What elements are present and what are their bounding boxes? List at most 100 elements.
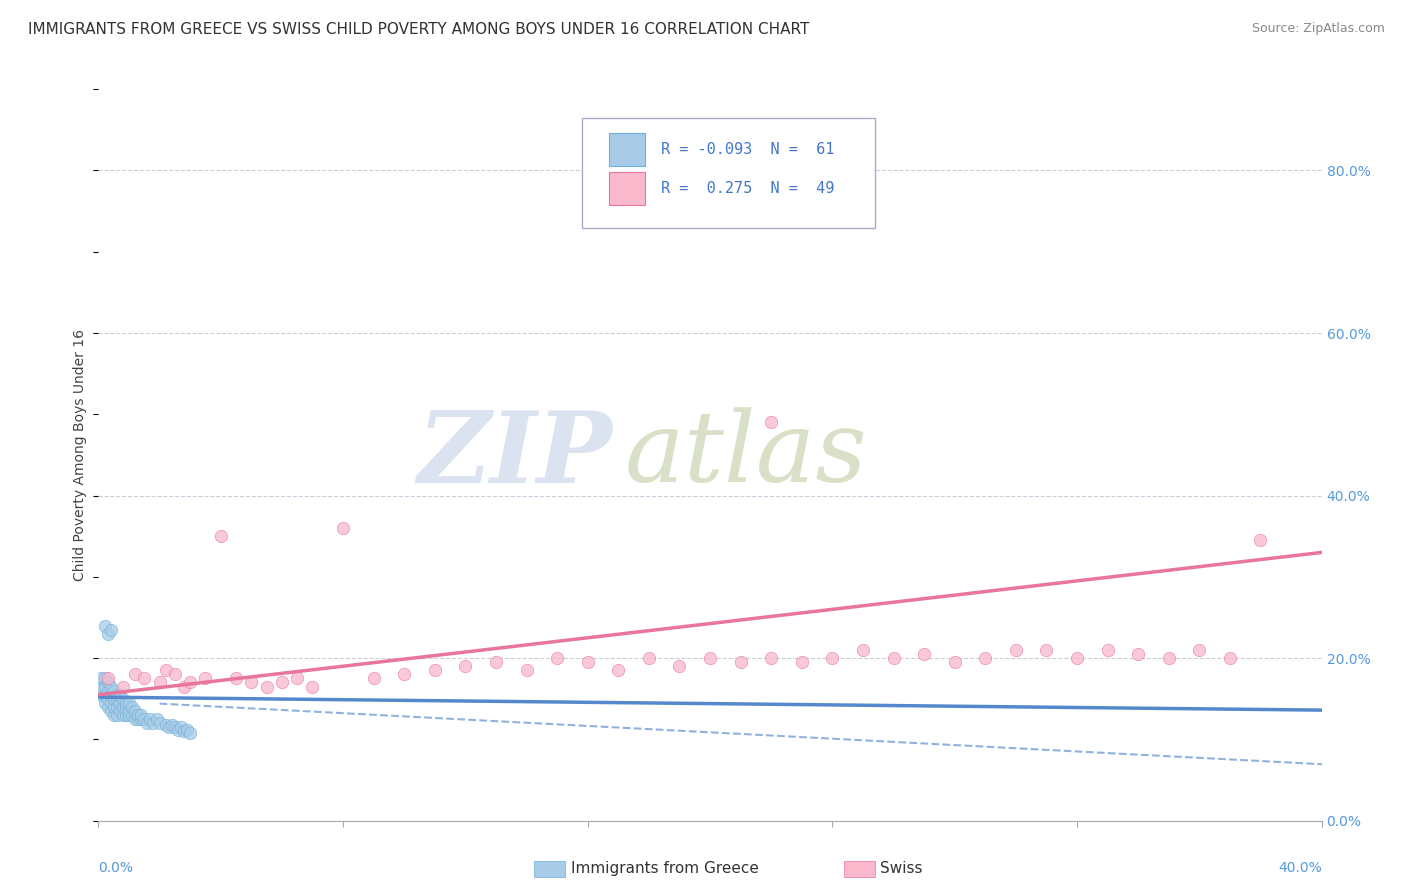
Point bbox=[209, 529, 232, 543]
Point bbox=[105, 688, 128, 702]
Point bbox=[607, 663, 630, 677]
Text: atlas: atlas bbox=[624, 408, 868, 502]
Point bbox=[730, 655, 752, 669]
Point bbox=[108, 704, 131, 718]
Point bbox=[97, 683, 120, 698]
Point bbox=[821, 651, 844, 665]
Point bbox=[127, 712, 149, 726]
Point bbox=[637, 651, 661, 665]
Point bbox=[97, 691, 120, 706]
Point bbox=[121, 699, 143, 714]
Point bbox=[225, 672, 247, 686]
Point bbox=[179, 726, 201, 740]
Point bbox=[115, 699, 138, 714]
Point bbox=[100, 688, 122, 702]
Point bbox=[155, 717, 177, 731]
Point bbox=[1066, 651, 1088, 665]
Point bbox=[97, 626, 120, 640]
Text: Source: ZipAtlas.com: Source: ZipAtlas.com bbox=[1251, 22, 1385, 36]
Text: Swiss: Swiss bbox=[880, 862, 922, 876]
Text: ZIP: ZIP bbox=[418, 407, 612, 503]
Point bbox=[97, 675, 120, 690]
Point bbox=[270, 675, 292, 690]
Point bbox=[145, 712, 167, 726]
Point bbox=[115, 708, 138, 723]
Point bbox=[124, 712, 146, 726]
Point bbox=[142, 716, 165, 731]
Point bbox=[129, 712, 152, 726]
Point bbox=[139, 712, 162, 726]
Point bbox=[668, 659, 690, 673]
Point bbox=[90, 680, 112, 694]
Point bbox=[108, 696, 131, 710]
Point bbox=[111, 680, 134, 694]
Point bbox=[100, 623, 122, 637]
Point bbox=[160, 717, 183, 731]
Point bbox=[170, 720, 193, 734]
Point bbox=[332, 521, 354, 535]
Bar bbox=[609, 172, 645, 205]
Point bbox=[576, 655, 599, 669]
Point bbox=[179, 675, 201, 690]
Text: R = -0.093  N =  61: R = -0.093 N = 61 bbox=[661, 142, 835, 157]
Point bbox=[111, 708, 134, 723]
Point bbox=[93, 672, 115, 686]
Point bbox=[103, 691, 125, 706]
Text: R =  0.275  N =  49: R = 0.275 N = 49 bbox=[661, 181, 835, 196]
Point bbox=[134, 672, 156, 686]
Point bbox=[1219, 651, 1241, 665]
Point bbox=[100, 680, 122, 694]
Point bbox=[157, 720, 180, 734]
Point bbox=[118, 708, 141, 723]
Point bbox=[759, 416, 782, 430]
Point bbox=[285, 672, 308, 686]
Point bbox=[301, 680, 323, 694]
Point bbox=[516, 663, 538, 677]
Point bbox=[363, 672, 385, 686]
Point bbox=[883, 651, 905, 665]
Point bbox=[790, 655, 813, 669]
Point bbox=[163, 720, 186, 734]
Point bbox=[97, 699, 120, 714]
Point bbox=[1249, 533, 1271, 548]
Point bbox=[1097, 643, 1119, 657]
Point bbox=[1157, 651, 1180, 665]
Point bbox=[100, 696, 122, 710]
Text: Immigrants from Greece: Immigrants from Greece bbox=[571, 862, 759, 876]
Point bbox=[105, 708, 128, 723]
Point bbox=[93, 618, 115, 632]
Point bbox=[912, 647, 935, 661]
Point bbox=[699, 651, 721, 665]
Point bbox=[111, 691, 134, 706]
Point bbox=[90, 672, 112, 686]
Point bbox=[173, 680, 195, 694]
Point bbox=[1035, 643, 1057, 657]
Point bbox=[759, 651, 782, 665]
Point bbox=[1188, 643, 1211, 657]
Point bbox=[546, 651, 568, 665]
Point bbox=[108, 688, 131, 702]
Point bbox=[103, 708, 125, 723]
Point bbox=[136, 716, 159, 731]
Point bbox=[93, 688, 115, 702]
Point bbox=[118, 704, 141, 718]
Point bbox=[115, 696, 138, 710]
Point bbox=[943, 655, 966, 669]
Point bbox=[103, 699, 125, 714]
Point bbox=[124, 704, 146, 718]
Y-axis label: Child Poverty Among Boys Under 16: Child Poverty Among Boys Under 16 bbox=[73, 329, 87, 581]
Point bbox=[105, 699, 128, 714]
Point bbox=[167, 723, 190, 737]
Point bbox=[100, 704, 122, 718]
Point bbox=[121, 708, 143, 723]
Point bbox=[240, 675, 263, 690]
Text: 0.0%: 0.0% bbox=[98, 861, 134, 875]
Point bbox=[176, 723, 198, 737]
Point bbox=[124, 667, 146, 681]
Point bbox=[111, 699, 134, 714]
FancyBboxPatch shape bbox=[582, 119, 875, 228]
Point bbox=[163, 667, 186, 681]
Point bbox=[194, 672, 217, 686]
Point bbox=[129, 708, 152, 723]
Point bbox=[103, 683, 125, 698]
